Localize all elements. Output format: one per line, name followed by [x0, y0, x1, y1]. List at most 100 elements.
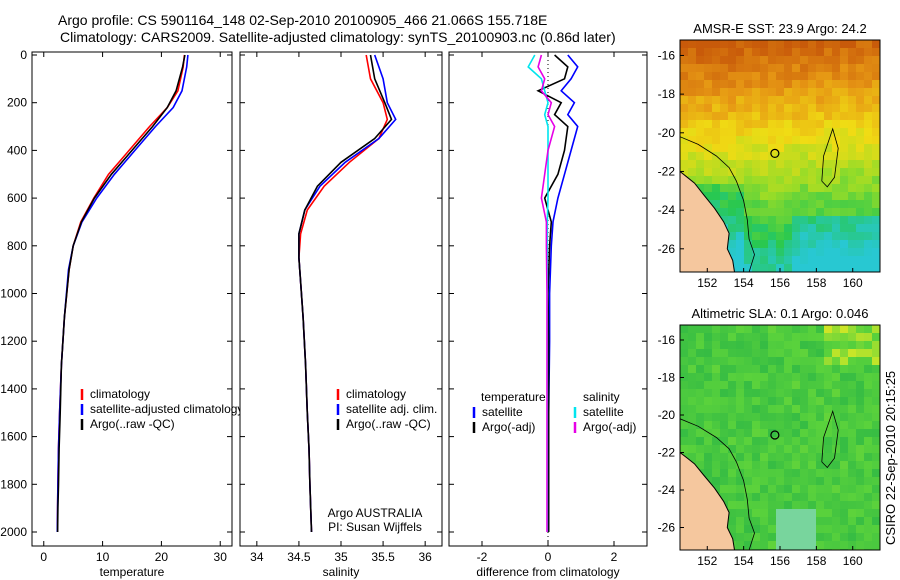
- map-cell: [784, 248, 793, 257]
- map-cell: [728, 216, 737, 225]
- map-cell: [840, 224, 849, 233]
- map-cell: [816, 200, 825, 209]
- map-cell: [864, 525, 873, 534]
- map-cell: [696, 56, 705, 65]
- map-cell: [872, 136, 880, 145]
- map-cell: [744, 176, 753, 185]
- map-cell: [728, 429, 737, 438]
- map-cell: [752, 240, 761, 249]
- map-cell: [776, 144, 785, 153]
- map-cell: [832, 48, 841, 57]
- map-cell: [792, 120, 801, 129]
- map-cell: [736, 405, 745, 414]
- map-cell: [872, 200, 880, 209]
- map-cell: [872, 525, 880, 534]
- map-cell: [728, 373, 737, 382]
- map-cell: [872, 240, 880, 249]
- map-cell: [720, 96, 729, 105]
- map-cell: [768, 176, 777, 185]
- map-cell: [760, 248, 769, 257]
- map-cell: [728, 357, 737, 366]
- map-cell: [824, 232, 833, 241]
- map-cell: [728, 152, 737, 161]
- map-cell: [768, 104, 777, 113]
- map-cell: [760, 168, 769, 177]
- map-cell: [848, 88, 857, 97]
- map-cell: [808, 136, 817, 145]
- map-cell: [776, 365, 785, 374]
- map-cell: [792, 112, 801, 121]
- map-cell: [696, 88, 705, 97]
- map-cell: [776, 112, 785, 121]
- map-cell: [696, 168, 705, 177]
- map-cell: [824, 397, 833, 406]
- map-cell: [792, 248, 801, 257]
- map-cell: [848, 168, 857, 177]
- map-cell: [840, 232, 849, 241]
- map-cell: [776, 48, 785, 57]
- map-cell: [728, 224, 737, 233]
- map-cell: [824, 216, 833, 225]
- map-cell: [792, 493, 801, 502]
- map-cell: [768, 88, 777, 97]
- map-cell: [808, 56, 817, 65]
- map-cell: [784, 184, 793, 193]
- map-cell: [760, 40, 769, 49]
- map-cell: [856, 429, 865, 438]
- map-cell: [736, 381, 745, 390]
- map-cell: [824, 48, 833, 57]
- map-cell: [744, 357, 753, 366]
- map-cell: [744, 104, 753, 113]
- map-cell: [768, 381, 777, 390]
- map-cell: [872, 264, 880, 272]
- map-cell: [872, 192, 880, 201]
- map-cell: [768, 200, 777, 209]
- y-tick-label: -26: [658, 521, 676, 535]
- map-cell: [776, 240, 785, 249]
- map-cell: [760, 240, 769, 249]
- map-cell: [680, 56, 689, 65]
- map-cell: [736, 357, 745, 366]
- map-cell: [832, 56, 841, 65]
- map-cell: [840, 192, 849, 201]
- y-tick-label: -20: [658, 126, 676, 140]
- map-cell: [800, 96, 809, 105]
- map-cell: [832, 381, 841, 390]
- map-cell: [800, 144, 809, 153]
- map-cell: [824, 40, 833, 49]
- map-cell: [808, 208, 817, 217]
- map-cell: [816, 184, 825, 193]
- map-cell: [720, 389, 729, 398]
- map-cell: [792, 485, 801, 494]
- map-cell: [824, 192, 833, 201]
- map-cell: [688, 64, 697, 73]
- map-cell: [856, 144, 865, 153]
- map-cell: [792, 104, 801, 113]
- map-cell: [872, 485, 880, 494]
- map-cell: [840, 144, 849, 153]
- map-cell: [816, 152, 825, 161]
- map-cell: [744, 461, 753, 470]
- map-cell: [776, 64, 785, 73]
- map-cell: [824, 501, 833, 510]
- map-cell: [840, 373, 849, 382]
- map-cell: [720, 144, 729, 153]
- map-cell: [728, 485, 737, 494]
- map-cell: [776, 176, 785, 185]
- map-cell: [832, 493, 841, 502]
- map-cell: [832, 421, 841, 430]
- map-cell: [744, 240, 753, 249]
- map-cell: [712, 136, 721, 145]
- map-cell: [808, 341, 817, 350]
- map-cell: [808, 421, 817, 430]
- map-cell: [688, 152, 697, 161]
- x-tick-label: 152: [697, 276, 717, 290]
- map-cell: [696, 128, 705, 137]
- map-cell: [696, 461, 705, 470]
- y-tick-label: 1000: [0, 287, 27, 301]
- y-tick-label: 200: [7, 96, 27, 110]
- map-cell: [800, 461, 809, 470]
- figure-title-line1: Argo profile: CS 5901164_148 02-Sep-2010…: [58, 12, 548, 28]
- map-cell: [696, 80, 705, 89]
- map-cell: [816, 485, 825, 494]
